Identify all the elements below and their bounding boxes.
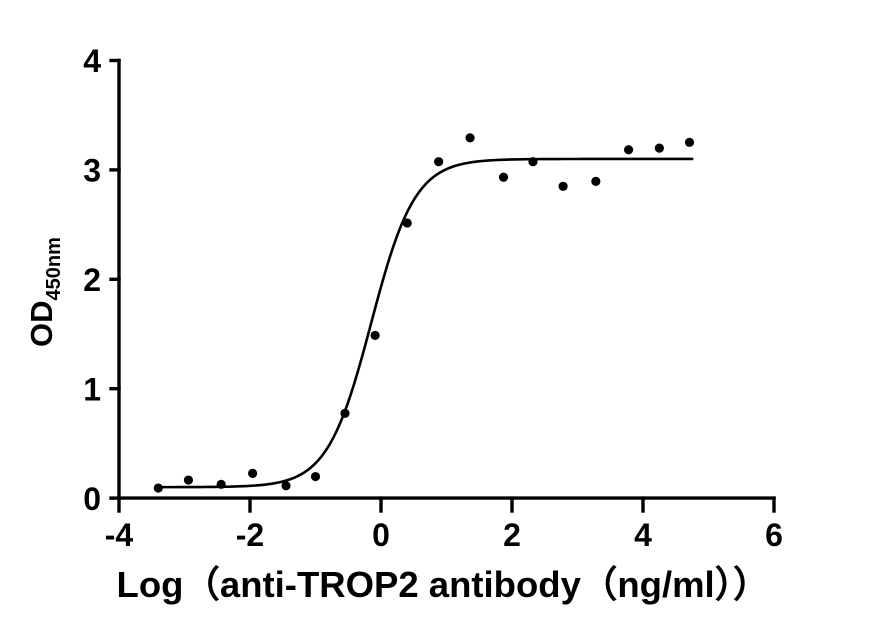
svg-text:6: 6 bbox=[765, 517, 783, 553]
svg-text:0: 0 bbox=[83, 481, 101, 517]
svg-text:0: 0 bbox=[372, 517, 390, 553]
svg-text:-4: -4 bbox=[105, 517, 134, 553]
svg-text:-2: -2 bbox=[236, 517, 264, 553]
svg-text:3: 3 bbox=[83, 153, 101, 189]
svg-text:OD450nm: OD450nm bbox=[24, 237, 65, 347]
svg-text:Log（anti-TROP2 antibody（ng/ml）: Log（anti-TROP2 antibody（ng/ml）） bbox=[117, 564, 770, 605]
svg-text:1: 1 bbox=[83, 372, 101, 408]
svg-text:4: 4 bbox=[83, 43, 101, 79]
svg-text:2: 2 bbox=[83, 262, 101, 298]
svg-text:2: 2 bbox=[503, 517, 521, 553]
svg-text:4: 4 bbox=[634, 517, 652, 553]
